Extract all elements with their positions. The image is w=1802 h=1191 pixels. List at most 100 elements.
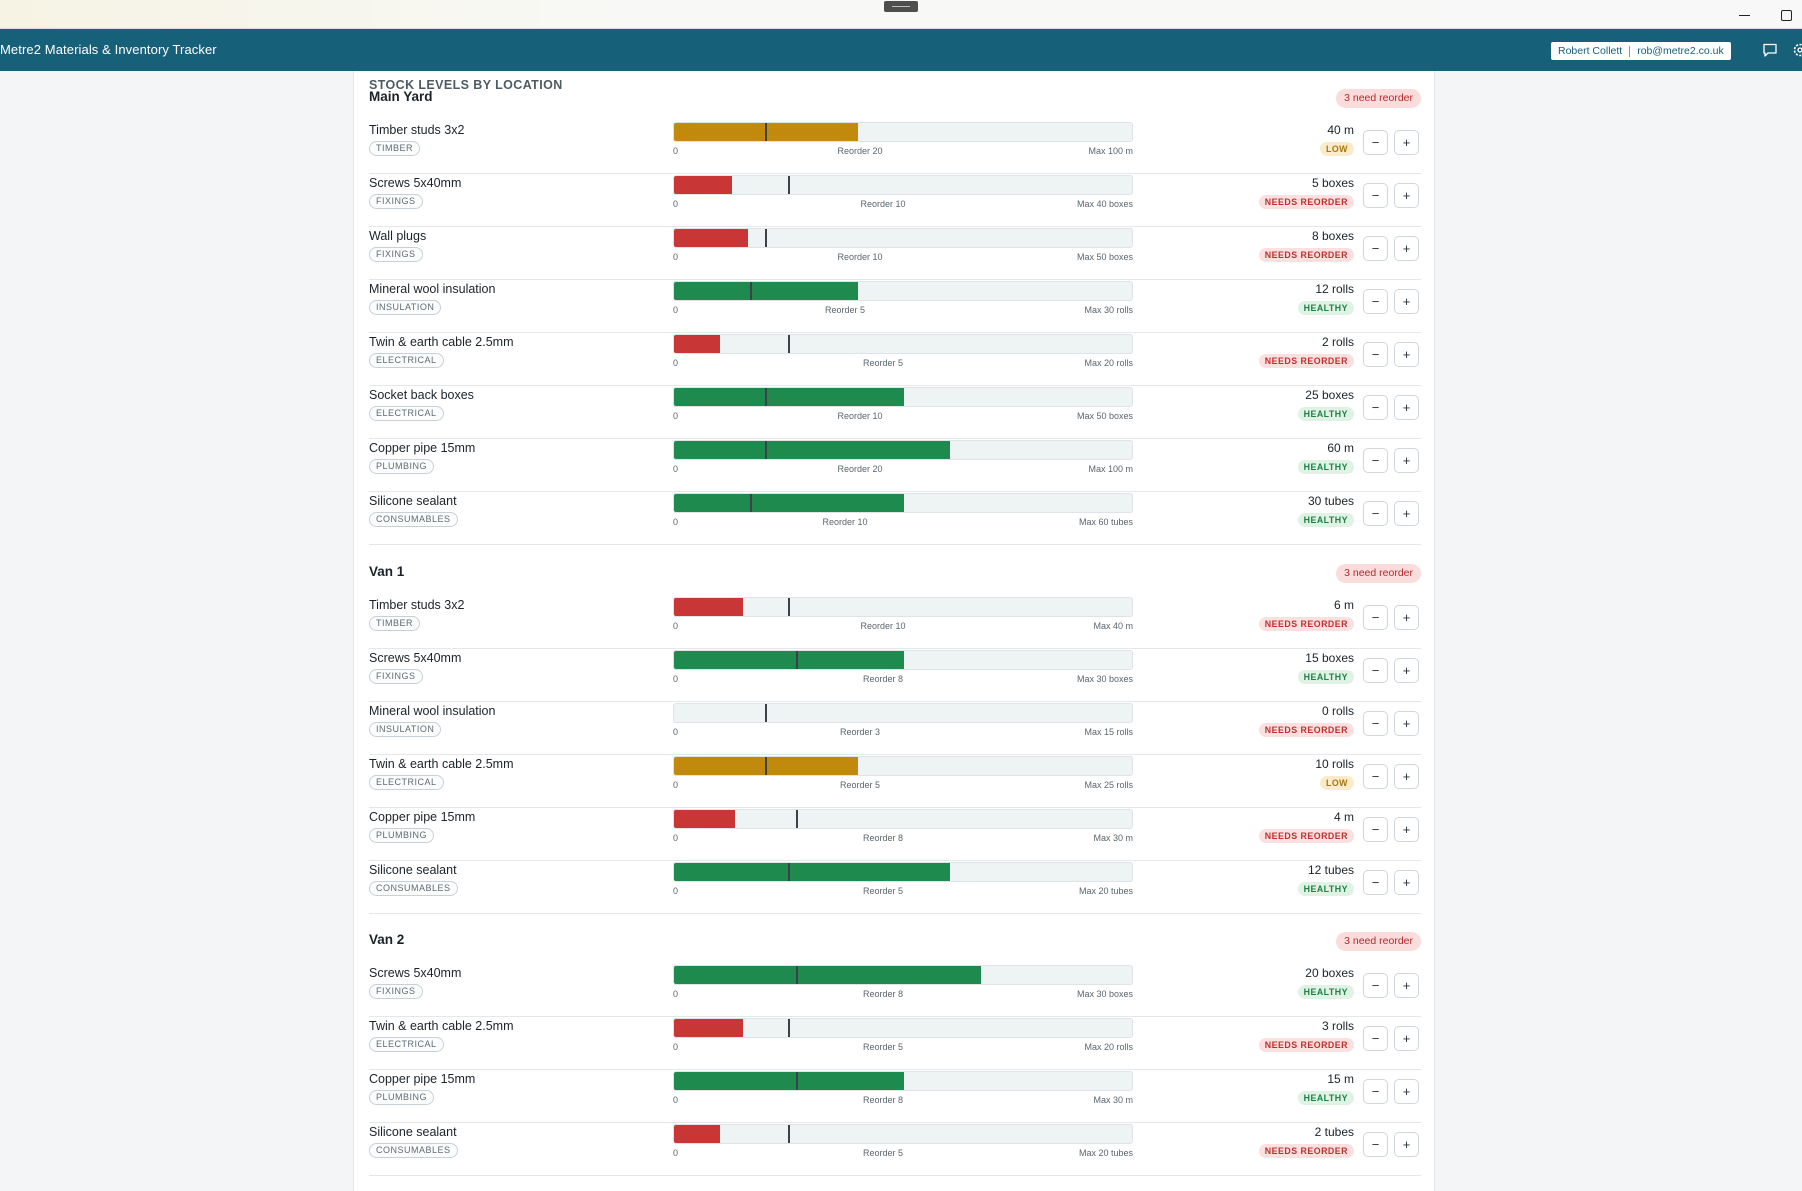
row-divider xyxy=(369,544,1421,545)
increase-quantity-button[interactable]: + xyxy=(1394,448,1419,473)
status-badge: HEALTHY xyxy=(1297,882,1354,896)
category-tag: ELECTRICAL xyxy=(369,775,444,790)
decrease-quantity-button[interactable]: − xyxy=(1363,973,1388,998)
bar-min-label: 0 xyxy=(673,727,679,737)
stock-level-bar xyxy=(673,809,1133,829)
row-divider xyxy=(369,1175,1421,1176)
drag-handle-icon[interactable] xyxy=(884,1,918,12)
stock-level-fill xyxy=(674,388,904,406)
increase-quantity-button[interactable]: + xyxy=(1394,817,1419,842)
user-account[interactable]: Robert Collett rob@metre2.co.uk xyxy=(1551,42,1731,60)
reorder-marker xyxy=(788,1125,790,1143)
increase-quantity-button[interactable]: + xyxy=(1394,764,1419,789)
increase-quantity-button[interactable]: + xyxy=(1394,236,1419,261)
status-badge: NEEDS REORDER xyxy=(1258,617,1354,631)
stock-item-row: Silicone sealant CONSUMABLES 0 Reorder 10 Ma… xyxy=(369,492,1421,545)
decrease-quantity-button[interactable]: − xyxy=(1363,289,1388,314)
stock-item-row: Copper pipe 15mm PLUMBING 0 Reorder 8 Max 30… xyxy=(369,1070,1421,1123)
bar-min-label: 0 xyxy=(673,517,679,527)
decrease-quantity-button[interactable]: − xyxy=(1363,658,1388,683)
bar-reorder-label: Reorder 20 xyxy=(837,146,883,156)
reorder-marker xyxy=(765,229,767,247)
bar-min-label: 0 xyxy=(673,674,679,684)
increase-quantity-button[interactable]: + xyxy=(1394,870,1419,895)
increase-quantity-button[interactable]: + xyxy=(1394,1079,1419,1104)
stock-level-bar xyxy=(673,228,1133,248)
row-divider xyxy=(369,1122,1421,1123)
bar-max-label: Max 60 tubes xyxy=(1078,517,1133,527)
stock-level-bar xyxy=(673,281,1133,301)
bar-min-label: 0 xyxy=(673,252,679,262)
decrease-quantity-button[interactable]: − xyxy=(1363,1132,1388,1157)
chat-bubble-icon[interactable] xyxy=(1762,42,1778,58)
increase-quantity-button[interactable]: + xyxy=(1394,973,1419,998)
decrease-quantity-button[interactable]: − xyxy=(1363,1079,1388,1104)
decrease-quantity-button[interactable]: − xyxy=(1363,711,1388,736)
reorder-marker xyxy=(750,282,752,300)
row-divider xyxy=(369,173,1421,174)
increase-quantity-button[interactable]: + xyxy=(1394,1026,1419,1051)
status-badge: NEEDS REORDER xyxy=(1258,829,1354,843)
stock-level-bar xyxy=(673,1018,1133,1038)
item-name: Mineral wool insulation xyxy=(369,282,496,296)
stock-item-row: Silicone sealant CONSUMABLES 0 Reorder 5 Max… xyxy=(369,1123,1421,1176)
increase-quantity-button[interactable]: + xyxy=(1394,130,1419,155)
decrease-quantity-button[interactable]: − xyxy=(1363,764,1388,789)
increase-quantity-button[interactable]: + xyxy=(1394,1132,1419,1157)
item-name: Timber studs 3x2 xyxy=(369,123,465,137)
increase-quantity-button[interactable]: + xyxy=(1394,183,1419,208)
row-divider xyxy=(369,648,1421,649)
decrease-quantity-button[interactable]: − xyxy=(1363,236,1388,261)
row-divider xyxy=(369,913,1421,914)
increase-quantity-button[interactable]: + xyxy=(1394,605,1419,630)
increase-quantity-button[interactable]: + xyxy=(1394,711,1419,736)
decrease-quantity-button[interactable]: − xyxy=(1363,605,1388,630)
increase-quantity-button[interactable]: + xyxy=(1394,658,1419,683)
increase-quantity-button[interactable]: + xyxy=(1394,289,1419,314)
bar-min-label: 0 xyxy=(673,780,679,790)
maximize-button[interactable] xyxy=(1775,6,1797,24)
category-tag: INSULATION xyxy=(369,300,442,315)
decrease-quantity-button[interactable]: − xyxy=(1363,342,1388,367)
decrease-quantity-button[interactable]: − xyxy=(1363,395,1388,420)
category-tag: TIMBER xyxy=(369,616,421,631)
increase-quantity-button[interactable]: + xyxy=(1394,395,1419,420)
status-badge: NEEDS REORDER xyxy=(1258,248,1354,262)
stock-item-row: Copper pipe 15mm PLUMBING 0 Reorder 20 Max 1… xyxy=(369,439,1421,492)
status-badge: NEEDS REORDER xyxy=(1258,195,1354,209)
decrease-quantity-button[interactable]: − xyxy=(1363,1026,1388,1051)
decrease-quantity-button[interactable]: − xyxy=(1363,501,1388,526)
reorder-count-badge: 3 need reorder xyxy=(1336,89,1421,108)
row-divider xyxy=(369,385,1421,386)
increase-quantity-button[interactable]: + xyxy=(1394,501,1419,526)
app-header: Metre2 Materials & Inventory Tracker Rob… xyxy=(0,29,1802,71)
minimize-button[interactable] xyxy=(1733,6,1755,24)
decrease-quantity-button[interactable]: − xyxy=(1363,817,1388,842)
reorder-count-badge: 3 need reorder xyxy=(1336,932,1421,951)
stock-level-bar xyxy=(673,387,1133,407)
stock-level-bar xyxy=(673,965,1133,985)
reorder-marker xyxy=(796,810,798,828)
category-tag: FIXINGS xyxy=(369,247,423,262)
stock-item-row: Twin & earth cable 2.5mm ELECTRICAL 0 Reord… xyxy=(369,333,1421,386)
gear-icon[interactable] xyxy=(1792,42,1802,58)
quantity-value: 0 rolls xyxy=(1321,704,1354,718)
bar-reorder-label: Reorder 10 xyxy=(822,517,868,527)
bar-reorder-label: Reorder 10 xyxy=(860,199,906,209)
category-tag: ELECTRICAL xyxy=(369,406,444,421)
category-tag: INSULATION xyxy=(369,722,442,737)
decrease-quantity-button[interactable]: − xyxy=(1363,448,1388,473)
reorder-count-badge: 3 need reorder xyxy=(1336,564,1421,583)
decrease-quantity-button[interactable]: − xyxy=(1363,870,1388,895)
decrease-quantity-button[interactable]: − xyxy=(1363,183,1388,208)
bar-min-label: 0 xyxy=(673,146,679,156)
quantity-value: 15 m xyxy=(1327,1072,1354,1086)
bar-min-label: 0 xyxy=(673,1148,679,1158)
stock-item-row: Copper pipe 15mm PLUMBING 0 Reorder 8 Max 30… xyxy=(369,808,1421,861)
row-divider xyxy=(369,807,1421,808)
bar-max-label: Max 20 rolls xyxy=(1084,358,1133,368)
quantity-value: 12 rolls xyxy=(1315,282,1354,296)
decrease-quantity-button[interactable]: − xyxy=(1363,130,1388,155)
quantity-value: 5 boxes xyxy=(1311,176,1354,190)
increase-quantity-button[interactable]: + xyxy=(1394,342,1419,367)
